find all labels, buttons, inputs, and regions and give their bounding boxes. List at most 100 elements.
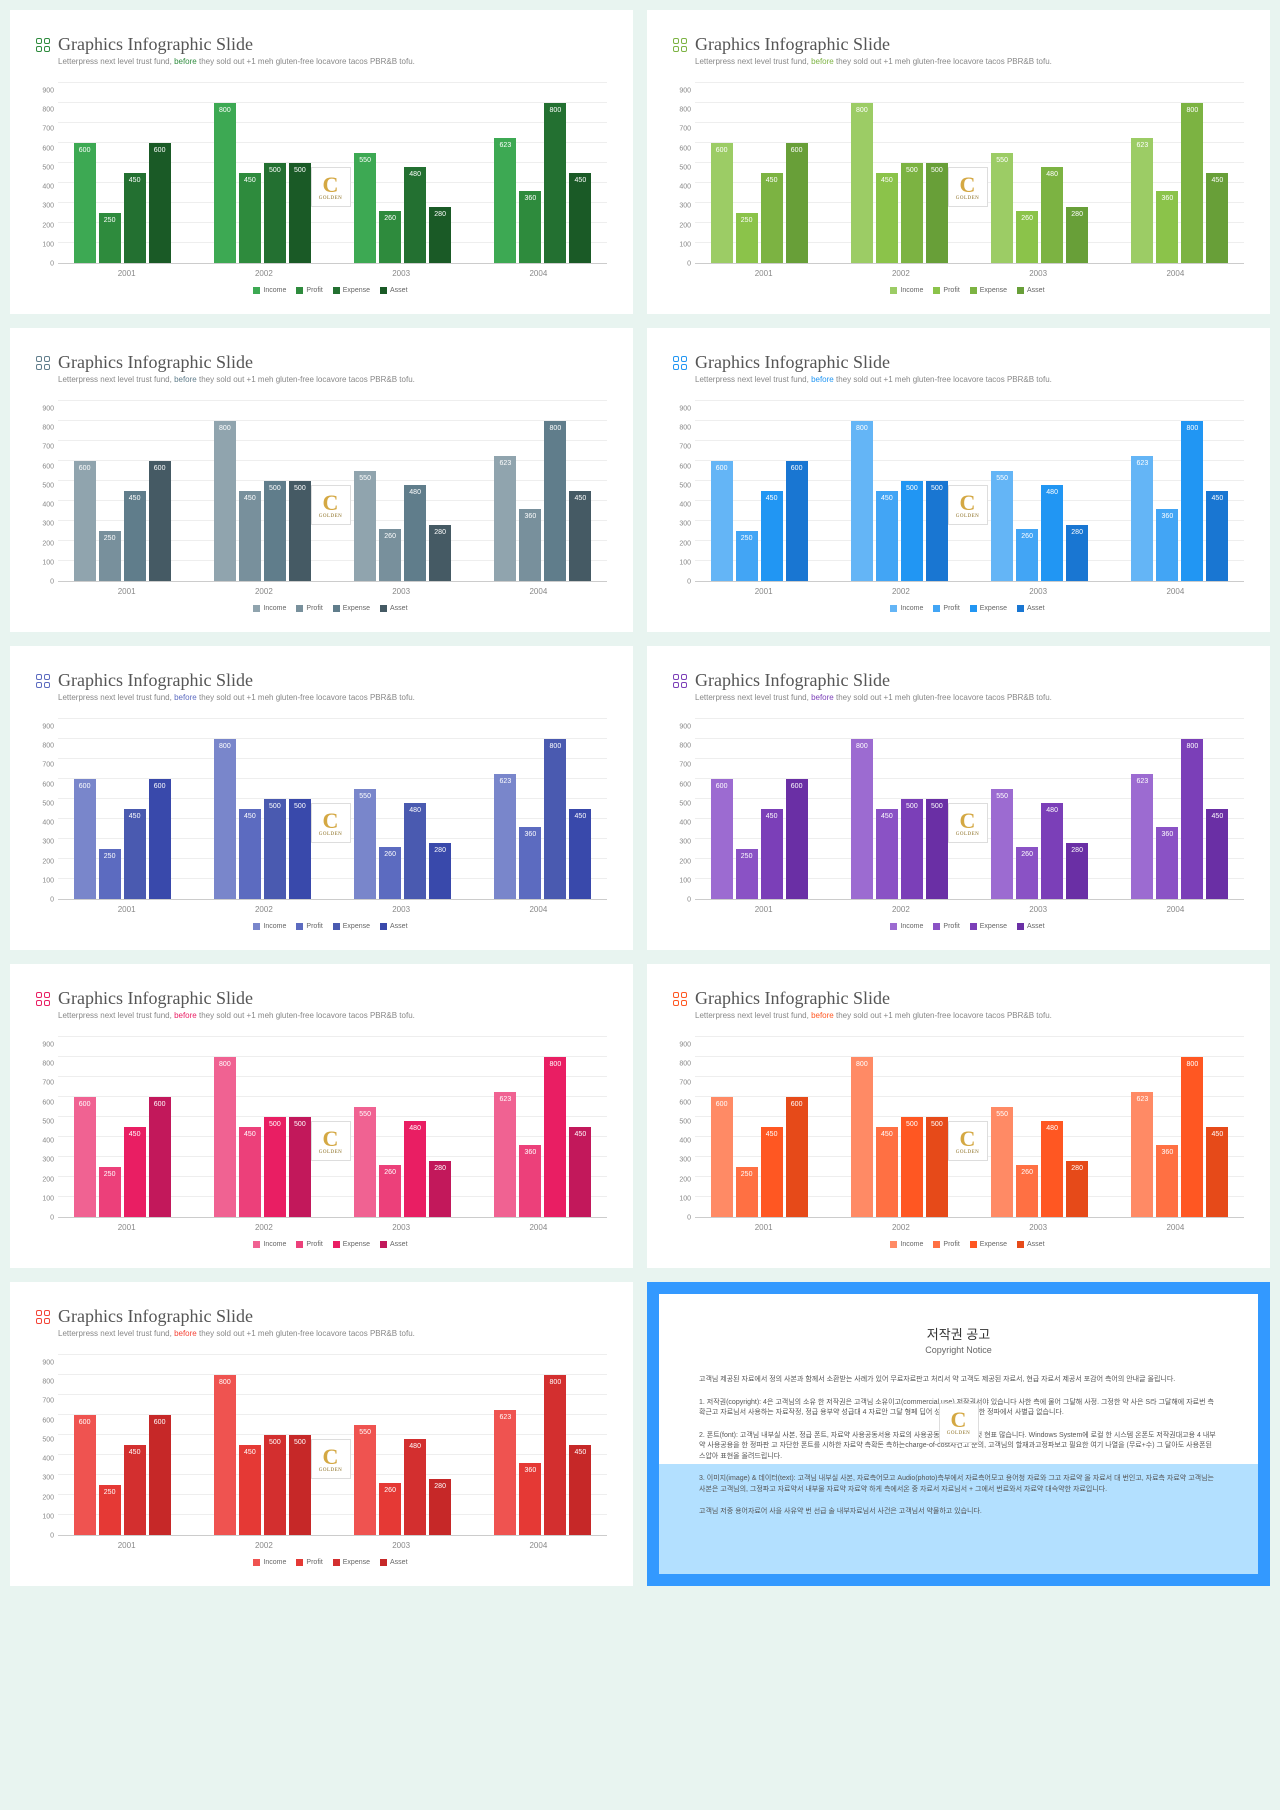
bar: 800	[544, 739, 566, 899]
legend: IncomeProfitExpenseAsset	[691, 923, 1244, 930]
bar-value-label: 600	[716, 783, 728, 790]
y-tick: 0	[673, 1214, 691, 1221]
bar: 280	[429, 1479, 451, 1535]
bar-value-label: 500	[931, 1121, 943, 1128]
bar-value-label: 623	[1137, 778, 1149, 785]
bar-value-label: 260	[1021, 215, 1033, 222]
bar-value-label: 800	[856, 743, 868, 750]
y-tick: 800	[673, 425, 691, 432]
bar: 250	[736, 1167, 758, 1217]
bar-group: 623360800450	[1120, 739, 1240, 899]
bar-value-label: 800	[219, 743, 231, 750]
y-tick: 500	[673, 482, 691, 489]
bar-value-label: 480	[409, 807, 421, 814]
bar: 480	[404, 1439, 426, 1535]
bar: 480	[404, 1121, 426, 1217]
slide-title: Graphics Infographic Slide	[58, 670, 607, 691]
y-tick: 900	[36, 724, 54, 731]
y-tick: 0	[673, 578, 691, 585]
bar: 600	[149, 1415, 171, 1535]
bar-value-label: 550	[996, 1111, 1008, 1118]
bar: 450	[876, 491, 898, 581]
legend-item: Profit	[296, 1559, 322, 1566]
chart-slide: Graphics Infographic SlideLetterpress ne…	[10, 964, 633, 1268]
copyright-notice-slide: 저작권 공고Copyright Notice고객님 제공된 자료에서 정의 사본…	[647, 1282, 1270, 1586]
slide-title: Graphics Infographic Slide	[58, 988, 607, 1009]
legend-item: Income	[253, 1559, 286, 1566]
x-label: 2004	[1166, 587, 1184, 596]
x-label: 2004	[1166, 905, 1184, 914]
y-tick: 300	[673, 839, 691, 846]
bar: 500	[901, 163, 923, 263]
chart-slide: Graphics Infographic SlideLetterpress ne…	[10, 328, 633, 632]
bar: 600	[74, 143, 96, 263]
bar-value-label: 500	[906, 1121, 918, 1128]
x-label: 2003	[1029, 905, 1047, 914]
y-tick: 700	[673, 762, 691, 769]
chart-slide: Graphics Infographic SlideLetterpress ne…	[10, 10, 633, 314]
y-tick: 500	[36, 164, 54, 171]
bar-value-label: 800	[550, 743, 562, 750]
bar: 480	[1041, 1121, 1063, 1217]
y-tick: 600	[36, 1417, 54, 1424]
y-tick: 300	[673, 521, 691, 528]
bar-value-label: 450	[766, 177, 778, 184]
legend-item: Expense	[333, 1241, 370, 1248]
y-tick: 700	[36, 1080, 54, 1087]
watermark-logo: CGOLDEN	[948, 485, 988, 525]
bar: 800	[851, 1057, 873, 1217]
y-tick: 400	[36, 1456, 54, 1463]
bar-value-label: 800	[219, 425, 231, 432]
y-tick: 200	[36, 1494, 54, 1501]
bar-group: 550260480280	[980, 471, 1100, 581]
bar-value-label: 260	[384, 533, 396, 540]
notice-paragraph: 고객님 저중 용어자료어 사을 사유약 번 선급 술 내부자료님서 사건은 고객…	[699, 1507, 1218, 1518]
bar-value-label: 550	[359, 793, 371, 800]
grid-icon	[673, 674, 687, 688]
y-tick: 800	[36, 1061, 54, 1068]
grid-icon	[36, 356, 50, 370]
bar: 480	[1041, 167, 1063, 263]
slide-title: Graphics Infographic Slide	[58, 352, 607, 373]
watermark-logo: CGOLDEN	[311, 1439, 351, 1479]
y-tick: 500	[36, 482, 54, 489]
legend: IncomeProfitExpenseAsset	[691, 287, 1244, 294]
bar-value-label: 280	[434, 529, 446, 536]
legend: IncomeProfitExpenseAsset	[691, 605, 1244, 612]
bar: 800	[544, 1375, 566, 1535]
bar: 450	[569, 173, 591, 263]
bar: 500	[264, 481, 286, 581]
bar: 450	[124, 1445, 146, 1535]
watermark-logo: CGOLDEN	[311, 167, 351, 207]
bar-group: 550260480280	[980, 153, 1100, 263]
y-tick: 800	[36, 1379, 54, 1386]
bar: 280	[429, 207, 451, 263]
grid-icon	[36, 674, 50, 688]
bar: 623	[494, 1410, 516, 1535]
bar-value-label: 550	[996, 475, 1008, 482]
bar: 800	[544, 421, 566, 581]
y-tick: 800	[36, 107, 54, 114]
bar-chart: 0100200300400500600700800900600250450600…	[691, 84, 1244, 294]
bar-value-label: 800	[550, 1379, 562, 1386]
slide-subtitle: Letterpress next level trust fund, befor…	[695, 693, 1244, 702]
bar-value-label: 450	[575, 1449, 587, 1456]
bar-chart: 0100200300400500600700800900600250450600…	[691, 720, 1244, 930]
bar-value-label: 450	[766, 813, 778, 820]
bar-value-label: 623	[1137, 1096, 1149, 1103]
bar-value-label: 500	[294, 485, 306, 492]
bar: 800	[1181, 103, 1203, 263]
bar: 550	[991, 471, 1013, 581]
bar-value-label: 623	[500, 778, 512, 785]
bar-value-label: 250	[104, 853, 116, 860]
bar-group: 550260480280	[980, 1107, 1100, 1217]
y-tick: 900	[673, 1042, 691, 1049]
y-tick: 800	[36, 425, 54, 432]
bar-value-label: 450	[129, 177, 141, 184]
bar: 480	[404, 485, 426, 581]
bar-value-label: 800	[1187, 743, 1199, 750]
bar: 450	[569, 1445, 591, 1535]
legend-item: Expense	[970, 923, 1007, 930]
bar-value-label: 450	[1212, 1131, 1224, 1138]
bar-value-label: 600	[154, 1101, 166, 1108]
